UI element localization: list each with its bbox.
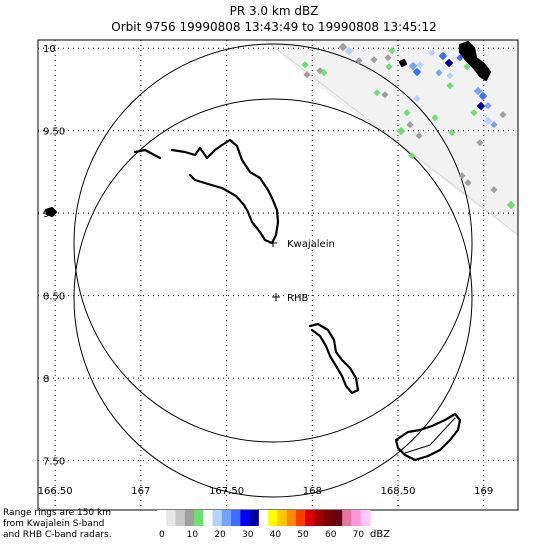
rhb-site: RHB <box>272 293 308 304</box>
colorbar-swatch <box>175 510 186 526</box>
colorbar-swatch <box>323 510 334 526</box>
colorbar-swatch <box>286 510 297 526</box>
footnote-line-1: Range rings are 150 km <box>3 508 111 518</box>
orbit-info: Orbit 9756 19990808 13:43:49 to 19990808… <box>111 20 437 34</box>
longitude-tick-label: 167 <box>131 486 150 497</box>
longitude-tick-label: 169 <box>474 486 493 497</box>
rhb-label: RHB <box>287 293 308 304</box>
colorbar-tick-label: 50 <box>297 530 309 540</box>
map-title: PR 3.0 km dBZ <box>229 4 319 18</box>
colorbar-swatch <box>157 510 167 526</box>
longitude-tick-label: 168 <box>303 486 322 497</box>
footnote-line-3: and RHB C-band radars. <box>3 530 112 540</box>
colorbar-tick-label: 10 <box>187 530 199 540</box>
reflectivity-colorbar: 0 10 20 30 40 50 60 70 <box>157 510 371 540</box>
coastlines <box>44 40 492 462</box>
latitude-tick-label: 8 <box>43 374 49 385</box>
colorbar-swatch <box>231 510 241 526</box>
latitude-tick-label: 7.50 <box>43 457 65 468</box>
latitude-tick-label: 8.50 <box>43 292 65 303</box>
kwajalein-label: Kwajalein <box>287 239 335 250</box>
latitude-tick-label: 10 <box>43 44 56 55</box>
colorbar-swatch <box>240 510 251 526</box>
colorbar-swatch <box>305 510 315 526</box>
radar-echoes <box>301 42 516 210</box>
colorbar-swatch <box>342 510 352 526</box>
colorbar-tick-label: 60 <box>325 530 337 540</box>
colorbar-swatch <box>268 510 278 526</box>
colorbar-swatch <box>184 510 195 526</box>
colorbar-swatch <box>332 510 343 526</box>
colorbar-swatch <box>277 510 288 526</box>
latitude-tick-label: 9.50 <box>43 127 65 138</box>
colorbar-swatch <box>295 510 306 526</box>
kwajalein-site: Kwajalein <box>269 239 335 250</box>
wotho-atoll <box>458 40 492 82</box>
longitude-tick-label: 167.50 <box>209 486 244 497</box>
namu-atoll <box>308 322 360 395</box>
colorbar-tick-label: 70 <box>353 530 365 540</box>
colorbar-tick-label: 0 <box>159 530 165 540</box>
colorbar-tick-label: 40 <box>270 530 282 540</box>
colorbar-swatch <box>212 510 223 526</box>
colorbar-swatch <box>258 510 269 526</box>
colorbar-swatch <box>221 510 232 526</box>
longitude-tick-label: 166.50 <box>38 486 73 497</box>
lae-island <box>44 206 58 218</box>
colorbar-swatch <box>203 510 214 526</box>
kwajalein-range-ring <box>73 43 473 443</box>
latitude-tick-labels: 10 9.50 9 8.50 8 7.50 <box>43 44 65 467</box>
colorbar-unit-label: dBZ <box>370 529 390 540</box>
colorbar-tick-label: 30 <box>242 530 254 540</box>
colorbar-swatch <box>166 510 177 526</box>
kwajalein-atoll <box>133 138 280 245</box>
latitude-tick-label: 9 <box>43 209 49 220</box>
colorbar-swatch <box>249 510 260 526</box>
ailinglaplap-atoll <box>394 412 462 462</box>
longitude-tick-labels: 166.50 167 167.50 168 168.50 169 <box>38 486 494 497</box>
colorbar-swatch <box>314 510 325 526</box>
ailinglaplap-lagoon-edge <box>404 417 456 454</box>
colorbar-tick-label: 20 <box>214 530 226 540</box>
colorbar-swatch <box>351 510 362 526</box>
colorbar-swatch <box>360 510 371 526</box>
ujae-reef <box>398 58 408 68</box>
rhb-range-ring <box>73 98 473 498</box>
colorbar-swatch <box>194 510 204 526</box>
longitude-tick-label: 168.50 <box>381 486 416 497</box>
footnote-line-2: from Kwajalein S-band <box>3 519 105 529</box>
